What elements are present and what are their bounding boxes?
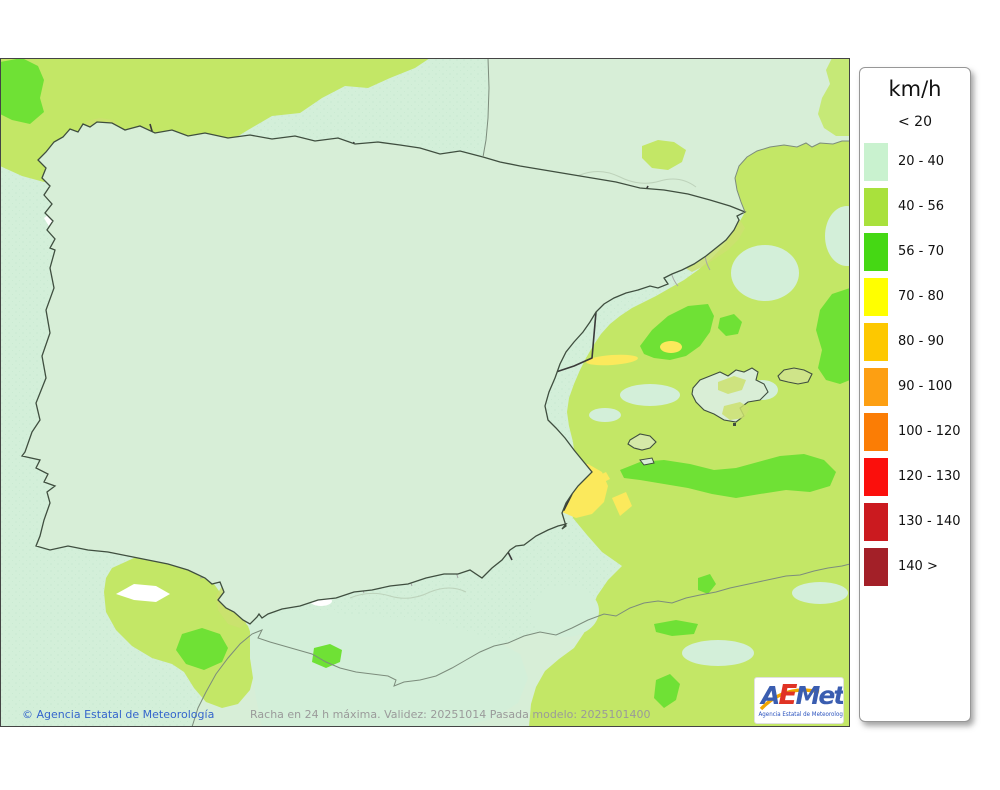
legend-label: 140 > xyxy=(898,559,938,574)
legend-label: 56 - 70 xyxy=(898,244,945,259)
aemet-logo: AEMet Agencia Estatal de Meteorología xyxy=(754,677,844,724)
model-run-info: Racha en 24 h máxima. Validez: 20251014 … xyxy=(250,708,651,721)
logo-wordmark: AEMet xyxy=(761,678,843,713)
legend-row: 20 - 40 xyxy=(860,139,970,184)
wind-area-56-70-northwest-corner xyxy=(0,58,44,124)
legend-row: 90 - 100 xyxy=(860,364,970,409)
logo-letter: t xyxy=(833,681,844,710)
legend-swatch xyxy=(864,142,888,181)
logo-caption: Agencia Estatal de Meteorología xyxy=(758,711,844,718)
wind-area-56-70-strait xyxy=(176,628,228,670)
logo-letter: E xyxy=(778,678,797,711)
legend-swatch xyxy=(864,277,888,316)
legend-swatch xyxy=(864,322,888,361)
legend-title: km/h xyxy=(888,77,942,101)
legend-row: 130 - 140 xyxy=(860,499,970,544)
logo-letter: M xyxy=(795,681,821,710)
legend-label-below-20: < 20 xyxy=(898,114,932,130)
france-coastline xyxy=(482,57,850,213)
legend-swatch xyxy=(864,232,888,271)
wind-area-40-56-gulf-of-lion xyxy=(642,140,686,170)
legend-label: 90 - 100 xyxy=(898,379,953,394)
menorca xyxy=(777,367,813,385)
legend-row: 140 > xyxy=(860,544,970,589)
ibiza xyxy=(627,433,657,451)
france-landmass xyxy=(483,58,850,212)
legend-label: 20 - 40 xyxy=(898,154,945,169)
copyright-text: © Agencia Estatal de Meteorología xyxy=(22,708,215,721)
wind-area-40-56-southern-france xyxy=(818,58,850,136)
legend-swatch xyxy=(864,457,888,496)
legend-row: 40 - 56 xyxy=(860,184,970,229)
legend-label: 100 - 120 xyxy=(898,424,961,439)
africa-coastline xyxy=(191,563,851,728)
map-border xyxy=(0,58,850,727)
map-container xyxy=(0,57,869,728)
wind-gust-map xyxy=(0,57,869,728)
wind-areas-56-70 xyxy=(0,58,850,708)
legend-label: 130 - 140 xyxy=(898,514,961,529)
legend-swatch xyxy=(864,547,888,586)
balearic-islands xyxy=(627,367,813,466)
mallorca xyxy=(691,367,769,423)
legend-swatch xyxy=(864,502,888,541)
legend-row: 80 - 90 xyxy=(860,319,970,364)
logo-letter: A xyxy=(761,681,780,710)
legend-label: 120 - 130 xyxy=(898,469,961,484)
legend-row: 70 - 80 xyxy=(860,274,970,319)
cabrera xyxy=(733,423,736,426)
legend-panel: km/h < 20 20 - 40 40 - 56 56 - 70 70 - 8… xyxy=(859,67,971,722)
logo-letter: e xyxy=(818,681,835,710)
legend-swatch xyxy=(864,412,888,451)
legend-row: 120 - 130 xyxy=(860,454,970,499)
formentera xyxy=(639,457,655,466)
legend-label: 80 - 90 xyxy=(898,334,945,349)
legend-swatch xyxy=(864,187,888,226)
legend-row: 100 - 120 xyxy=(860,409,970,454)
legend-label: 40 - 56 xyxy=(898,199,945,214)
logo-swoosh-icon xyxy=(759,688,820,711)
legend-swatch xyxy=(864,367,888,406)
legend-row: 56 - 70 xyxy=(860,229,970,274)
legend-label: 70 - 80 xyxy=(898,289,945,304)
